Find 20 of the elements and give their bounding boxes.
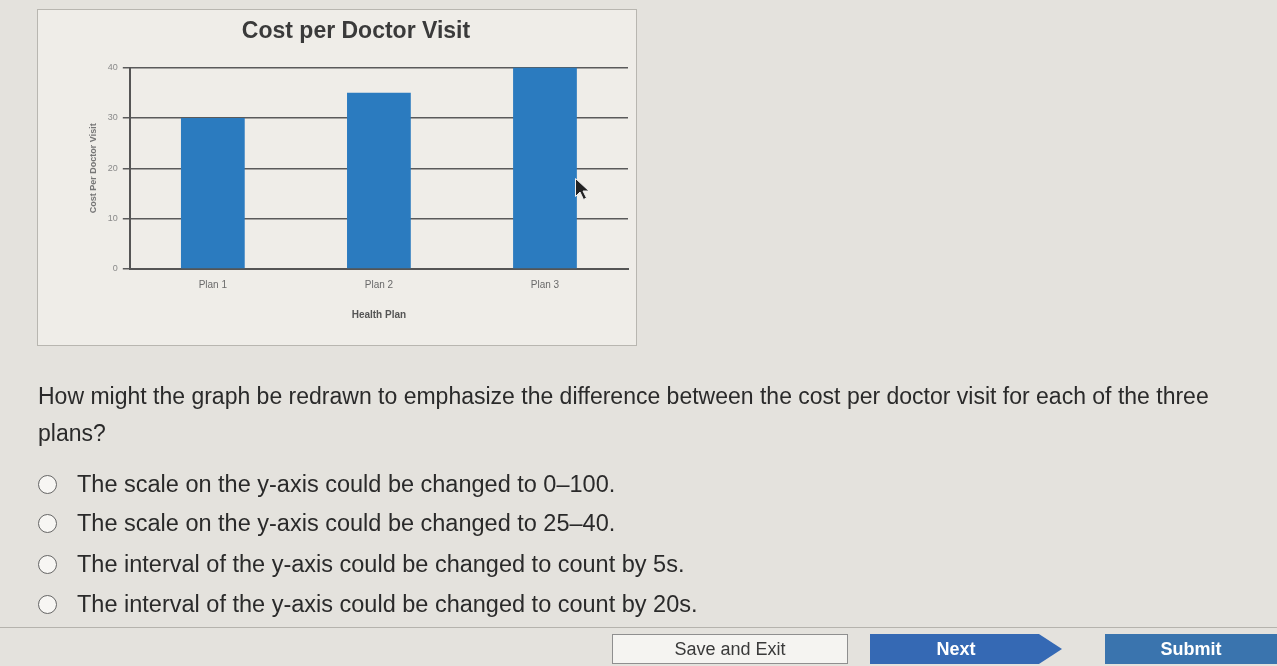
bar — [347, 92, 411, 269]
x-tick-label: Plan 1 — [198, 278, 228, 290]
y-tick-label: 10 — [107, 213, 118, 224]
y-tick-label: 20 — [107, 162, 118, 173]
y-tick-label: 0 — [112, 263, 118, 274]
text: The interval of the y-axis could be changed to count by 20s. — [77, 591, 698, 618]
text: The interval of the y-axis could be changed to count by 5s. — [77, 551, 685, 578]
y-tick-label: 30 — [107, 112, 118, 123]
text: Next — [935, 638, 977, 661]
text: The scale on the y-axis could be changed to 0–100. — [77, 471, 616, 498]
y-axis-title: Cost Per Doctor Visit — [87, 123, 98, 214]
bar — [513, 67, 577, 269]
bar — [180, 117, 245, 269]
text: How might the graph be redrawn to emphasize the difference between the cost per doctor visit for each of the three plans? — [38, 382, 1210, 448]
x-tick-label: Plan 2 — [364, 278, 394, 290]
x-axis-title: Health Plan — [351, 308, 407, 320]
chart-title: Cost per Doctor Visit — [241, 17, 471, 44]
y-tick-label: 40 — [107, 62, 118, 73]
text: The scale on the y-axis could be changed to 25–40. — [77, 510, 616, 537]
x-tick-label: Plan 3 — [530, 278, 560, 290]
